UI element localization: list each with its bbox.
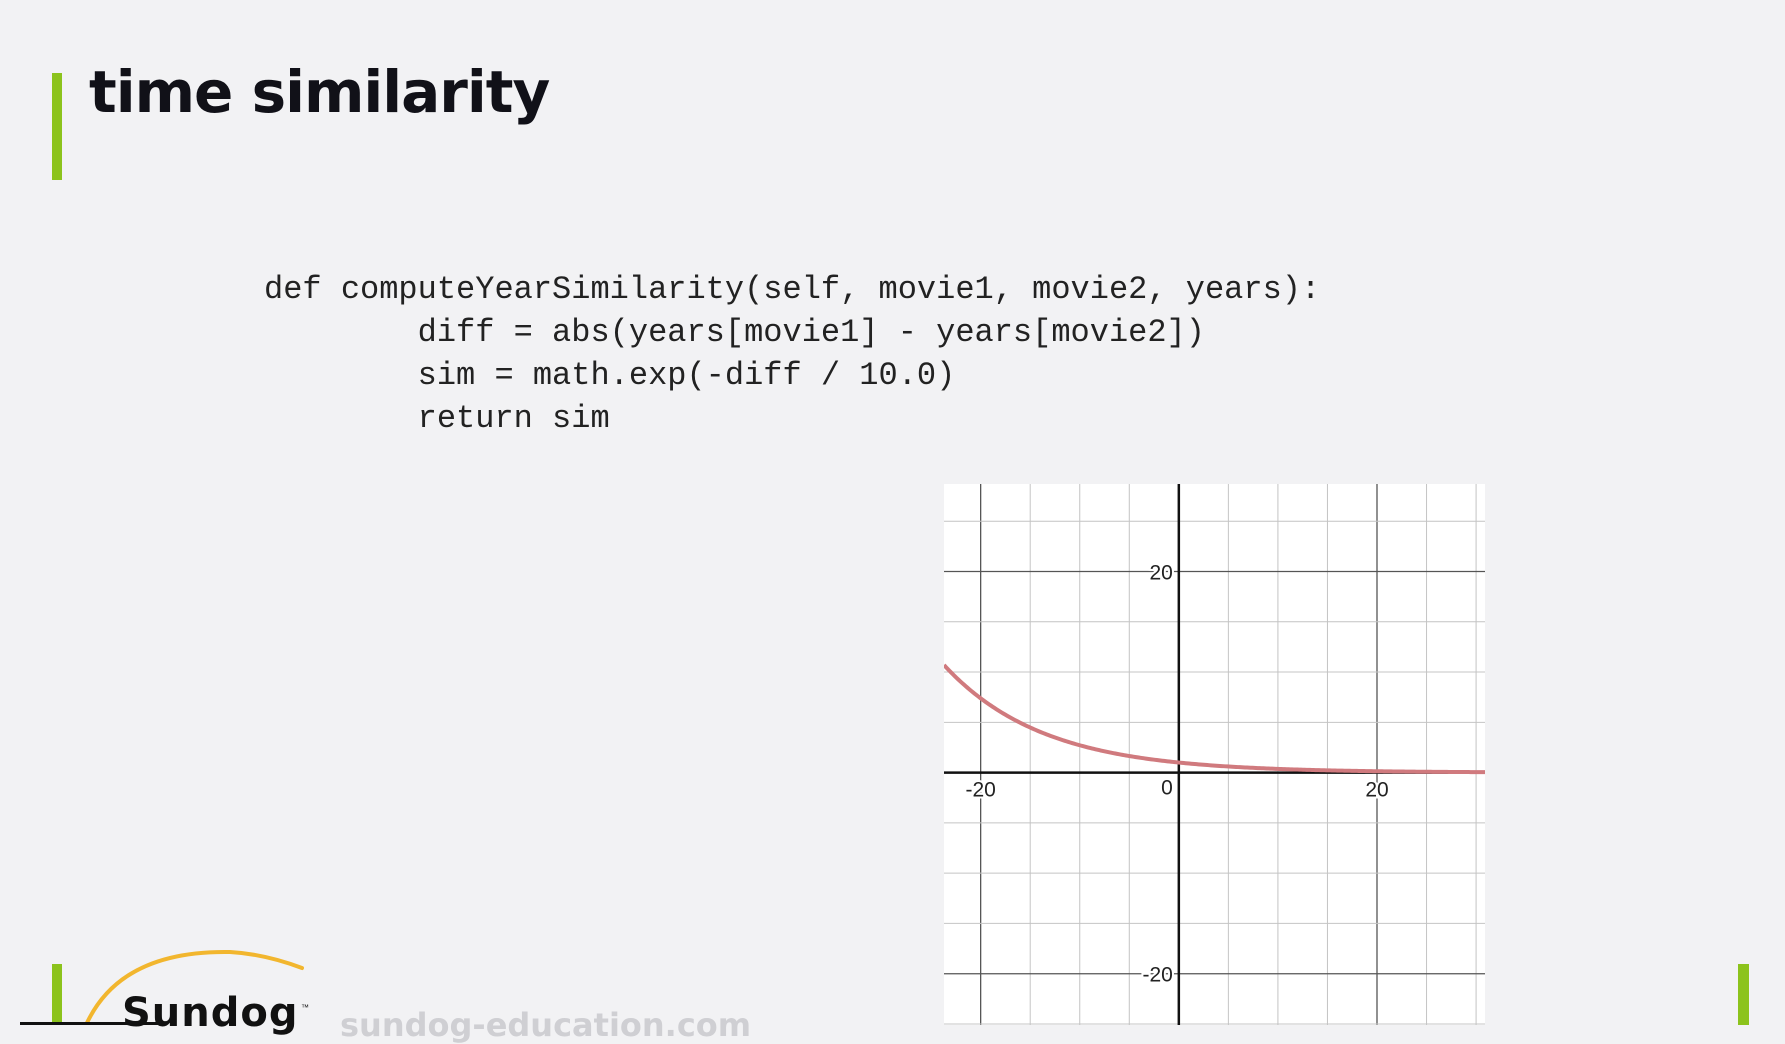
- code-line-2: diff = abs(years[movie1] - years[movie2]…: [264, 314, 1205, 351]
- x-tick-label-neg20: -20: [965, 779, 995, 802]
- bottom-edge-line: [20, 1022, 160, 1025]
- chart-grid: [944, 484, 1485, 1025]
- sundog-logo-icon: [84, 949, 304, 1025]
- y-tick-label-neg20: -20: [1142, 964, 1172, 987]
- chart-tick-labels: -20 20 20 -20 0: [963, 559, 1390, 988]
- code-line-3: sim = math.exp(-diff / 10.0): [264, 357, 956, 394]
- trademark-mark: ™: [301, 1003, 309, 1012]
- code-block: def computeYearSimilarity(self, movie1, …: [264, 268, 1320, 440]
- y-tick-label-20: 20: [1149, 561, 1172, 584]
- footer-accent-bar-left: [52, 964, 62, 1025]
- code-line-1: def computeYearSimilarity(self, movie1, …: [264, 271, 1321, 308]
- origin-label: 0: [1161, 777, 1173, 800]
- code-line-4: return sim: [264, 400, 610, 437]
- footer-accent-bar-right: [1738, 964, 1749, 1025]
- exp-decay-chart: -20 20 20 -20 0: [944, 484, 1485, 1025]
- x-tick-label-20: 20: [1365, 779, 1388, 802]
- chart-svg: -20 20 20 -20 0: [944, 484, 1485, 1025]
- slide-title: time similarity: [89, 58, 550, 126]
- chart-axes: [944, 484, 1485, 1025]
- website-text: sundog-education.com: [340, 1006, 752, 1044]
- title-accent-bar: [52, 73, 62, 180]
- logo-text: Sundog: [122, 990, 299, 1036]
- series-curve: [944, 663, 1485, 775]
